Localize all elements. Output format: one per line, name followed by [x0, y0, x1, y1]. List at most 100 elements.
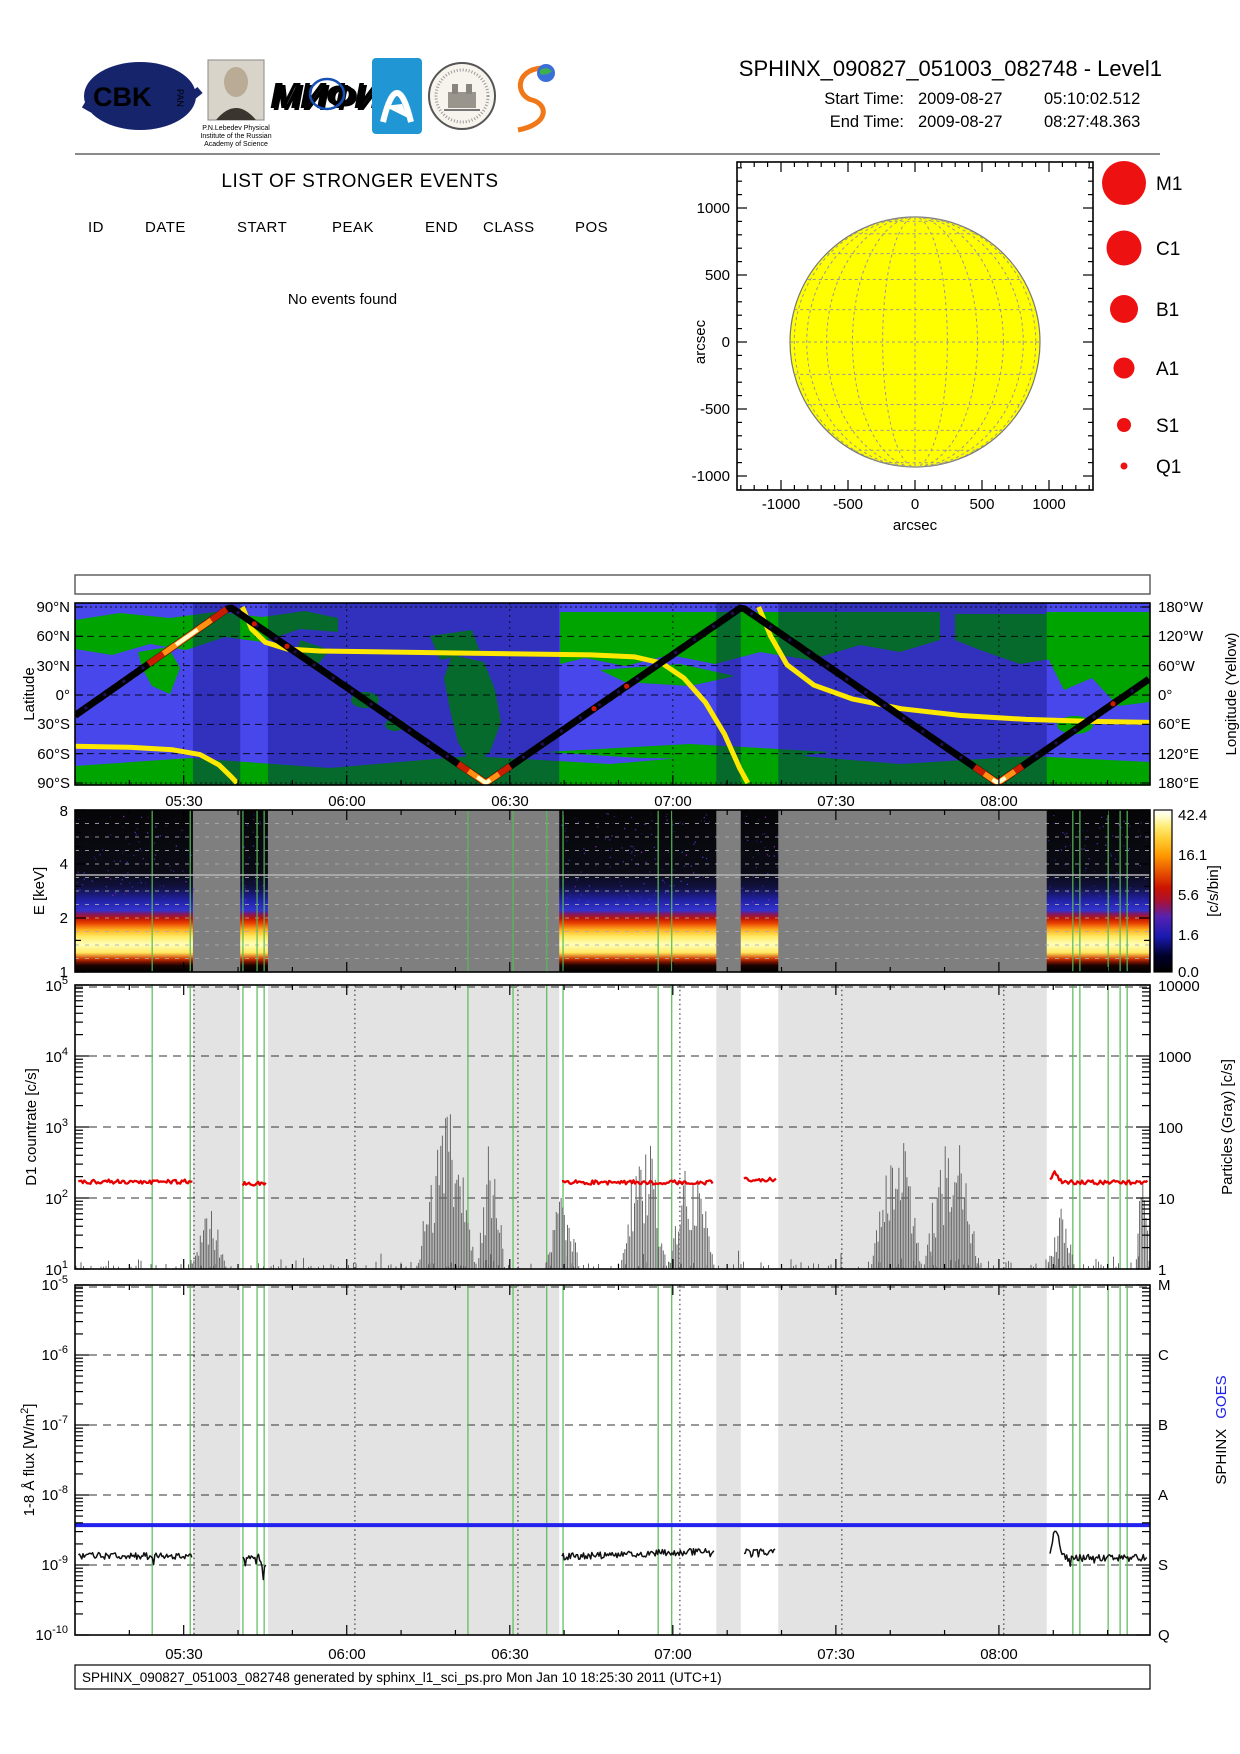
flux-series-labels: SPHINXGOES — [1213, 1375, 1230, 1484]
events-col-peak: PEAK — [332, 219, 375, 236]
flux-ytick: 10-6 — [42, 1344, 68, 1364]
d1-ytick: 101 — [45, 1259, 68, 1279]
lon-tick: 120°E — [1158, 746, 1199, 763]
svg-text:PAN: PAN — [175, 89, 185, 107]
lat-tick: 90°N — [36, 599, 70, 616]
lat-tick: 0° — [56, 687, 70, 704]
svg-text:Academy of Science: Academy of Science — [204, 141, 268, 148]
sun-xtick: -500 — [833, 496, 863, 513]
lat-tick: 30°S — [37, 716, 70, 733]
goes-class-tick: B — [1158, 1417, 1168, 1434]
map-ylabel-right: Longitude (Yellow) — [1223, 633, 1240, 756]
svg-text:P.N.Lebedev Physical: P.N.Lebedev Physical — [202, 125, 270, 132]
map-ylabel-left: Latitude — [21, 667, 38, 720]
interval-bar — [74, 574, 1151, 595]
header-divider — [75, 153, 1160, 155]
svg-text:CBK: CBK — [93, 82, 152, 112]
lat-tick: 30°N — [36, 658, 70, 675]
sun-xtick: -1000 — [762, 496, 800, 513]
particles-ylabel: Particles (Gray) [c/s] — [1219, 1059, 1236, 1195]
map-track-layer — [75, 603, 1150, 785]
map-time-tick: 07:00 — [654, 793, 692, 810]
lon-tick: 60°W — [1158, 658, 1196, 675]
bottom-time-tick: 07:00 — [654, 1646, 692, 1663]
sun-ylabel: arcsec — [692, 319, 709, 364]
logo-university-seal — [428, 62, 496, 130]
bottom-time-tick: 06:30 — [491, 1646, 529, 1663]
bottom-time-tick: 08:00 — [980, 1646, 1018, 1663]
events-empty-message: No events found — [287, 291, 398, 308]
events-col-end: END — [425, 219, 459, 236]
legend-dot-c1 — [1106, 230, 1142, 266]
flux-ytick: 10-5 — [42, 1274, 68, 1294]
legend-label: M1 — [1156, 174, 1182, 195]
sun-xlabel: arcsec — [893, 517, 938, 534]
events-col-start: START — [237, 219, 288, 236]
events-col-pos: POS — [575, 219, 609, 236]
page-title: SPHINX_090827_051003_082748 - Level1 — [738, 56, 1162, 81]
particles-tick: 10000 — [1158, 978, 1200, 995]
logo-mephi: МИФИ МИФИ — [270, 75, 384, 118]
d1-ytick: 105 — [45, 975, 68, 995]
events-col-date: DATE — [145, 219, 186, 236]
particles-tick: 1 — [1158, 1262, 1166, 1279]
legend-dot-q1 — [1120, 462, 1128, 470]
legend-label: B1 — [1156, 300, 1179, 321]
events-col-id: ID — [88, 219, 104, 236]
legend-dot-m1 — [1102, 161, 1146, 205]
sun-ytick: 0 — [722, 334, 730, 351]
map-time-tick: 06:30 — [491, 793, 529, 810]
sun-plot: 1000 500 0 -500 -1000 -1000 -500 0 500 1… — [692, 161, 1094, 534]
flux-ytick: 10-9 — [42, 1554, 68, 1574]
sun-ytick: 1000 — [697, 200, 730, 217]
e-tick: 8 — [60, 803, 68, 820]
e-tick: 2 — [60, 910, 68, 927]
lat-tick: 60°S — [37, 746, 70, 763]
map-time-tick: 07:30 — [817, 793, 855, 810]
map-ticks — [75, 606, 1150, 785]
end-date-value: 2009-08-27 — [918, 113, 1003, 131]
d1-ytick: 103 — [45, 1117, 68, 1137]
logo-cbk: CBK PAN — [81, 62, 203, 130]
map-time-tick: 05:30 — [165, 793, 203, 810]
map-continents — [75, 611, 1150, 785]
d1-ticks — [75, 984, 1150, 1270]
spectrogram-panel: 8 4 2 1 E [keV] 42.4 16.1 5.6 1.6 0.0 [c… — [31, 803, 1222, 981]
map-time-tick: 08:00 — [980, 793, 1018, 810]
flare-class-legend: M1 C1 B1 A1 S1 Q1 — [1102, 161, 1182, 478]
logo-row: CBK PAN P.N.Lebedev Physical Institute o… — [81, 58, 555, 148]
colorbar-tick: 5.6 — [1178, 887, 1199, 904]
orbit-map-panel: 90°N 60°N 30°N 0° 30°S 60°S 90°S 180°W 1… — [21, 599, 1240, 810]
lon-tick: 0° — [1158, 687, 1172, 704]
spectrogram-ylabel: E [keV] — [31, 867, 48, 915]
d1-countrate-panel: 105 104 103 102 101 D1 countrate [c/s] 1… — [23, 975, 1236, 1279]
legend-dot-b1 — [1110, 295, 1138, 323]
flux-ytick: 10-8 — [42, 1484, 68, 1504]
lat-tick: 60°N — [36, 628, 70, 645]
sun-xtick: 1000 — [1032, 496, 1065, 513]
logo-sphinx — [517, 64, 555, 133]
svg-text:Institute of the Russian: Institute of the Russian — [200, 133, 271, 140]
lon-tick: 60°E — [1158, 716, 1191, 733]
end-time-value: 08:27:48.363 — [1044, 113, 1141, 131]
d1-data — [75, 985, 1150, 1269]
d1-ytick: 104 — [45, 1046, 68, 1066]
events-title: LIST OF STRONGER EVENTS — [221, 171, 499, 192]
start-time-value: 05:10:02.512 — [1044, 90, 1141, 108]
flux-panel: 10-5 10-6 10-7 10-8 10-9 10-10 1-8 Å flu… — [19, 1274, 1230, 1663]
particles-tick: 100 — [1158, 1120, 1183, 1137]
bottom-time-tick: 05:30 — [165, 1646, 203, 1663]
colorbar-tick: 42.4 — [1178, 807, 1207, 824]
sun-xtick: 0 — [911, 496, 919, 513]
logo-lebedev: P.N.Lebedev Physical Institute of the Ru… — [200, 59, 272, 148]
start-time-label: Start Time: — [824, 90, 904, 108]
end-time-label: End Time: — [829, 113, 904, 131]
colorbar-tick: 1.6 — [1178, 927, 1199, 944]
sun-ytick: -1000 — [692, 468, 730, 485]
sun-ytick: 500 — [705, 267, 730, 284]
lat-tick: 90°S — [37, 775, 70, 792]
legend-label: S1 — [1156, 416, 1179, 437]
lon-tick: 180°W — [1158, 599, 1204, 616]
